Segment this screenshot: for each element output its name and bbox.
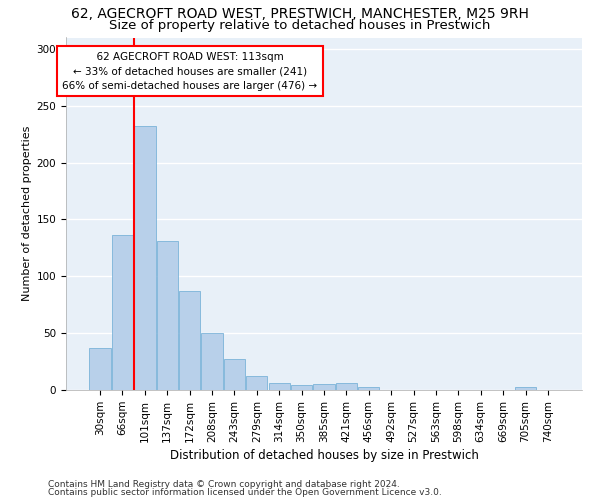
Bar (515, 386, 536, 390)
Bar (202, 333, 223, 390)
Bar (224, 360, 245, 390)
Text: Contains public sector information licensed under the Open Government Licence v3: Contains public sector information licen… (48, 488, 442, 497)
Y-axis label: Number of detached properties: Number of detached properties (22, 126, 32, 302)
Text: Size of property relative to detached houses in Prestwich: Size of property relative to detached ho… (109, 19, 491, 32)
Bar (246, 376, 268, 390)
Bar (112, 236, 133, 390)
Bar (157, 241, 178, 390)
Bar (291, 386, 312, 390)
Text: 62 AGECROFT ROAD WEST: 113sqm  
← 33% of detached houses are smaller (241)
66% o: 62 AGECROFT ROAD WEST: 113sqm ← 33% of d… (62, 52, 317, 91)
Text: Contains HM Land Registry data © Crown copyright and database right 2024.: Contains HM Land Registry data © Crown c… (48, 480, 400, 489)
Bar (358, 386, 379, 390)
X-axis label: Distribution of detached houses by size in Prestwich: Distribution of detached houses by size … (170, 449, 478, 462)
Bar (89, 348, 111, 390)
Bar (179, 291, 200, 390)
Bar (336, 383, 357, 390)
Bar (313, 384, 335, 390)
Text: 62, AGECROFT ROAD WEST, PRESTWICH, MANCHESTER, M25 9RH: 62, AGECROFT ROAD WEST, PRESTWICH, MANCH… (71, 8, 529, 22)
Bar (134, 126, 155, 390)
Bar (269, 383, 290, 390)
